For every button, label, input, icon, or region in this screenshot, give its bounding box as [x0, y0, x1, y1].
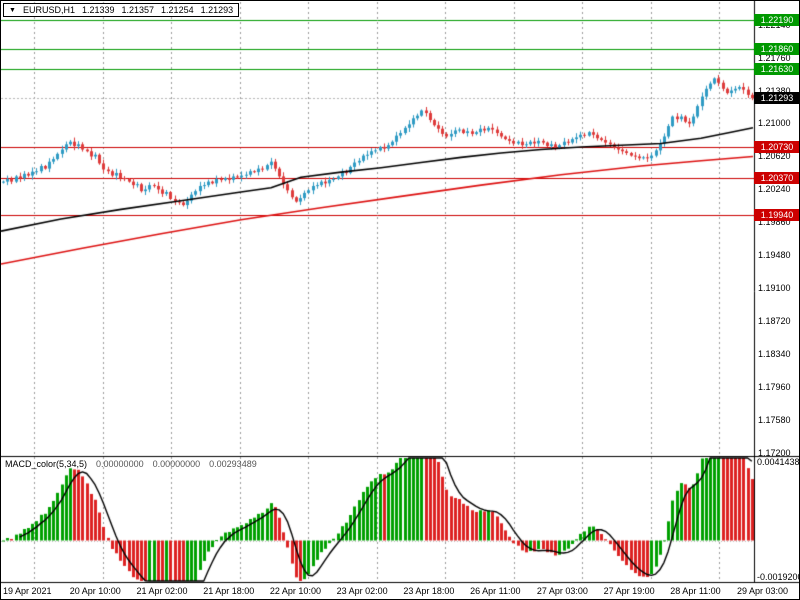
- time-axis-label: 23 Apr 18:00: [403, 586, 455, 596]
- macd-name: MACD_color(5,34,5): [5, 459, 88, 469]
- time-axis-label: 26 Apr 11:00: [470, 586, 521, 596]
- symbol-info-box: ▼ EURUSD,H1 1.21339 1.21357 1.21254 1.21…: [3, 3, 240, 17]
- time-axis-label: 27 Apr 03:00: [536, 586, 588, 596]
- ohlc-close: 1.21293: [200, 5, 234, 15]
- macd-axis-max-label: 0.0041438: [757, 457, 800, 468]
- price-axis-tick: 1.19480: [758, 250, 791, 261]
- support-level-badge: 1.20730: [754, 140, 799, 153]
- macd-indicator-label: MACD_color(5,34,5) 0.00000000 0.00000000…: [5, 459, 257, 469]
- macd-value-3: 0.00293489: [209, 459, 257, 469]
- price-axis-tick: 1.18720: [758, 316, 791, 327]
- symbol-label: EURUSD,H1: [22, 5, 75, 15]
- current-price-badge: 1.21293: [754, 92, 799, 105]
- time-axis-label: 28 Apr 11:00: [670, 586, 721, 596]
- ohlc-low: 1.21254: [161, 5, 194, 15]
- time-axis-label: 19 Apr 2021: [3, 586, 52, 596]
- price-axis-tick: 1.19100: [758, 283, 791, 294]
- price-axis-tick: 1.19860: [758, 217, 791, 228]
- resistance-level-badge: 1.21860: [754, 42, 799, 55]
- symbol-dropdown-icon[interactable]: ▼: [9, 6, 16, 14]
- price-axis-tick: 1.18340: [758, 349, 791, 360]
- price-axis-tick: 1.17200: [758, 448, 791, 459]
- price-axis-tick: 1.21000: [758, 118, 791, 129]
- time-axis-label: 21 Apr 02:00: [136, 586, 188, 596]
- time-axis-label: 21 Apr 18:00: [203, 586, 255, 596]
- resistance-level-badge: 1.22190: [754, 14, 799, 27]
- price-axis-tick: 1.20240: [758, 184, 791, 195]
- time-axis-label: 20 Apr 10:00: [69, 586, 121, 596]
- price-axis-tick: 1.21760: [758, 52, 791, 63]
- support-level-badge: 1.19940: [754, 209, 799, 222]
- ohlc-open: 1.21339: [81, 5, 115, 15]
- price-axis-tick: 1.20620: [758, 151, 791, 162]
- macd-value-1: 0.00000000: [96, 459, 144, 469]
- time-axis-label: 22 Apr 10:00: [269, 586, 321, 596]
- resistance-level-badge: 1.21630: [754, 62, 799, 75]
- time-axis-label: 23 Apr 02:00: [336, 586, 388, 596]
- price-axis-tick: 1.21380: [758, 85, 791, 96]
- time-axis-label: 27 Apr 19:00: [603, 586, 655, 596]
- macd-axis-min-label: -0.0019200: [757, 571, 800, 582]
- macd-value-2: 0.00000000: [152, 459, 201, 469]
- ohlc-high: 1.21357: [121, 5, 155, 15]
- support-level-badge: 1.20370: [754, 172, 799, 185]
- price-axis-tick: 1.17580: [758, 415, 791, 426]
- price-axis-tick: 1.17960: [758, 382, 791, 393]
- time-axis-label: 29 Apr 03:00: [737, 586, 789, 596]
